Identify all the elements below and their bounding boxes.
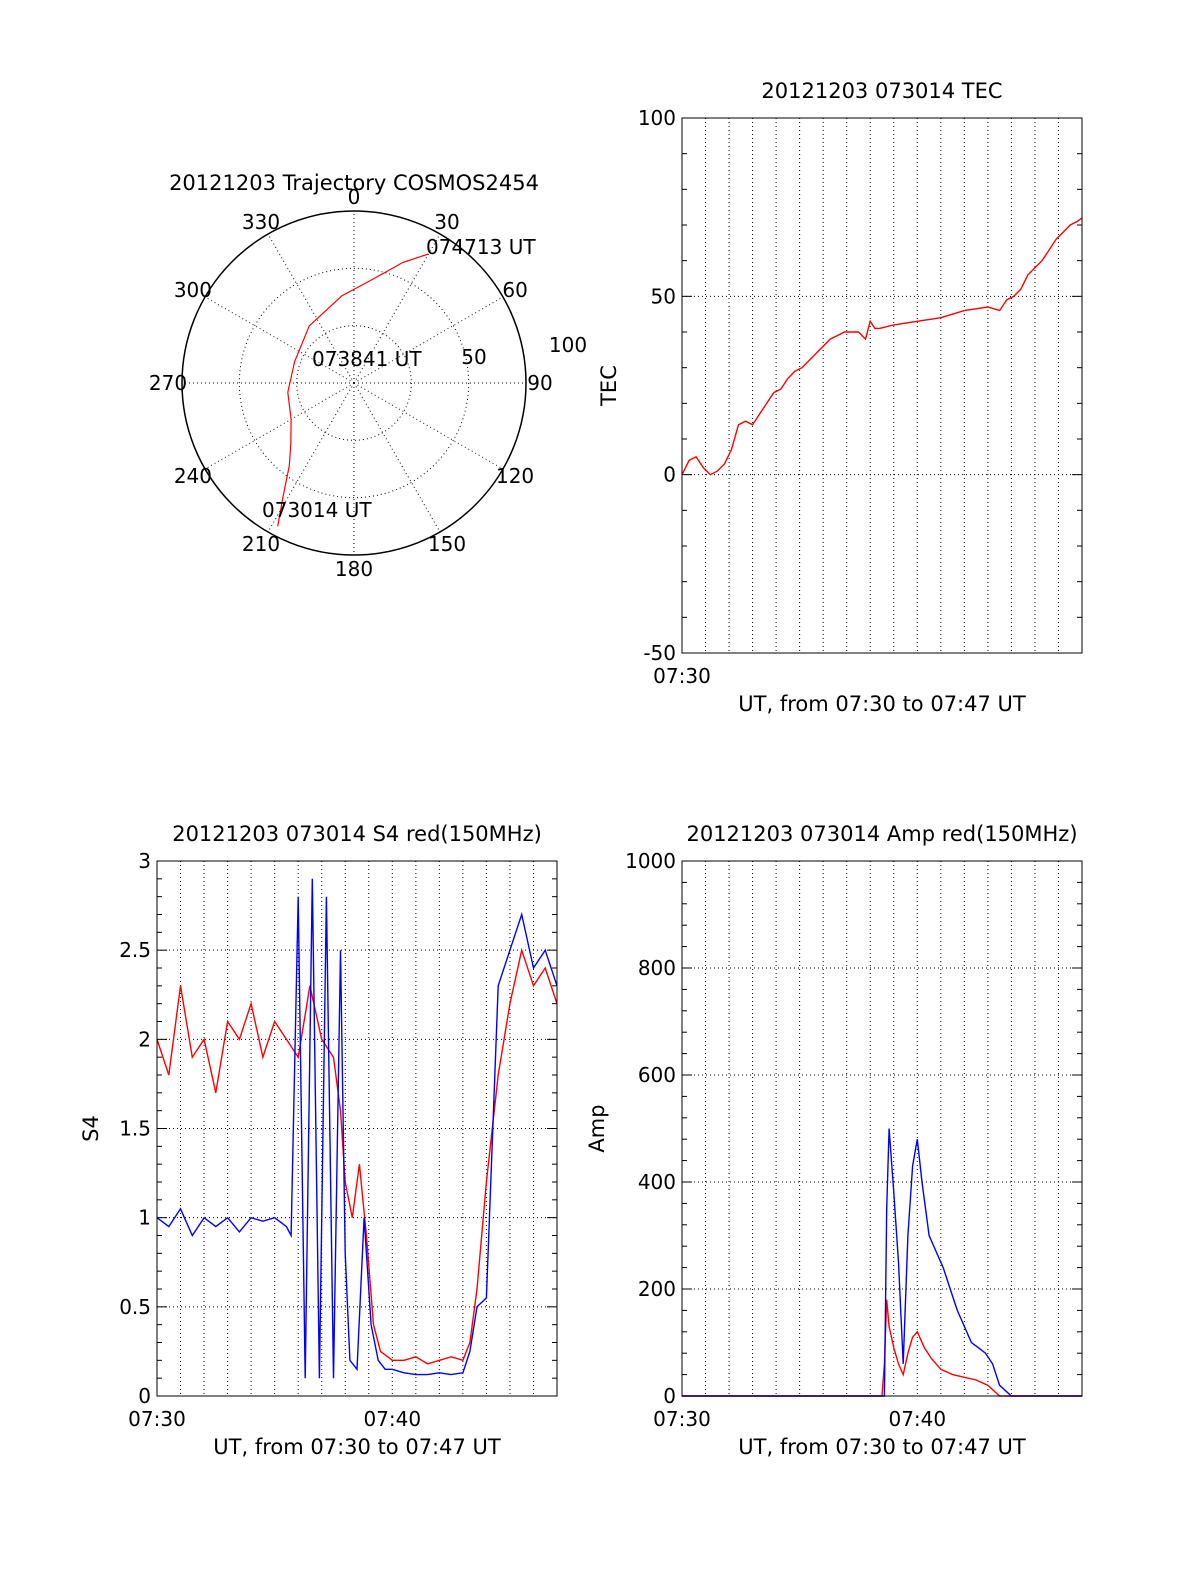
tec-xlabel: UT, from 07:30 to 07:47 UT	[738, 692, 1026, 716]
trajectory-line	[277, 253, 429, 527]
annotation-end-time: 074713 UT	[426, 235, 536, 259]
azimuth-label-210: 210	[242, 532, 280, 556]
radial-label-50: 50	[461, 345, 486, 369]
amp-ylabel: Amp	[585, 1104, 609, 1152]
amp-xlabel: UT, from 07:30 to 07:47 UT	[738, 1435, 1026, 1459]
s4-ylabel: S4	[79, 1115, 103, 1142]
xtick-label: 07:30	[653, 664, 711, 688]
polar-ring-30	[238, 267, 470, 499]
azimuth-label-30: 30	[434, 210, 459, 234]
xtick-label: 07:40	[363, 1407, 421, 1431]
tec-plot: -50 0 50 100 07:30 20121203 073014 TEC UT, fro…	[597, 79, 1083, 716]
ytick-label: 0.5	[119, 1295, 151, 1319]
ytick-label: 0	[663, 463, 676, 487]
ytick-label: 50	[651, 284, 676, 308]
azimuth-label-240: 240	[174, 464, 212, 488]
ytick-label: 200	[638, 1277, 676, 1301]
ytick-label: 0	[663, 1384, 676, 1408]
plot-frame	[681, 117, 1083, 654]
polar-spoke-240	[204, 382, 355, 470]
s4-series-0	[156, 947, 558, 1365]
azimuth-label-150: 150	[428, 532, 466, 556]
polar-outer-circle	[181, 210, 527, 556]
azimuth-label-180: 180	[335, 557, 373, 581]
azimuth-label-270: 270	[149, 371, 187, 395]
ytick-label: 1	[138, 1206, 151, 1230]
polar-spoke-150	[353, 382, 441, 533]
s4-xlabel: UT, from 07:30 to 07:47 UT	[213, 1435, 501, 1459]
polar-spoke-330	[267, 233, 355, 384]
azimuth-label-300: 300	[174, 278, 212, 302]
ytick-label: 1000	[625, 849, 676, 873]
ytick-label: -50	[643, 641, 676, 665]
polar-spoke-210	[267, 382, 355, 533]
radial-label-100: 100	[549, 333, 587, 357]
trajectory-title: 20121203 Trajectory COSMOS2454	[169, 171, 539, 195]
xtick-label: 07:30	[653, 1407, 711, 1431]
polar-spoke-30	[353, 233, 441, 384]
plot-frame	[156, 860, 558, 1397]
amp-plot: 0 200 400 600 800 1000 07:30 07:40 20121203 0730…	[585, 822, 1083, 1459]
azimuth-label-60: 60	[502, 278, 527, 302]
annotation-mid-time: 073841 UT	[312, 347, 422, 371]
ytick-label: 100	[638, 106, 676, 130]
s4-series-1	[156, 878, 558, 1379]
tec-series-0	[681, 217, 1083, 476]
s4-plot: 0 0.5 1 1.5 2 2.5 3 07:30 07:40 20121203 073014 S…	[79, 822, 558, 1459]
ytick-label: 2.5	[119, 938, 151, 962]
ytick-label: 800	[638, 956, 676, 980]
ytick-label: 3	[138, 849, 151, 873]
ytick-label: 600	[638, 1063, 676, 1087]
tec-title: 20121203 073014 TEC	[761, 79, 1002, 103]
xtick-label: 07:40	[888, 1407, 946, 1431]
amp-title: 20121203 073014 Amp red(150MHz)	[686, 822, 1077, 846]
plot-frame	[681, 860, 1083, 1397]
ytick-label: 2	[138, 1027, 151, 1051]
tec-ylabel: TEC	[597, 365, 621, 407]
polar-spoke-120	[353, 382, 504, 470]
xtick-label: 07:30	[128, 1407, 186, 1431]
azimuth-label-90: 90	[527, 371, 552, 395]
s4-title: 20121203 073014 S4 red(150MHz)	[172, 822, 542, 846]
amp-series-0	[682, 1299, 1082, 1397]
azimuth-label-120: 120	[496, 464, 534, 488]
azimuth-label-330: 330	[242, 210, 280, 234]
ytick-label: 0	[138, 1384, 151, 1408]
azimuth-label-0: 0	[348, 185, 361, 209]
polar-spoke-300	[204, 296, 355, 384]
ytick-label: 1.5	[119, 1117, 151, 1141]
polar-spoke-60	[353, 296, 504, 384]
annotation-start-time: 073014 UT	[262, 498, 372, 522]
ytick-label: 400	[638, 1170, 676, 1194]
amp-series-1	[682, 1128, 1082, 1397]
polar-ring-60	[296, 325, 412, 441]
